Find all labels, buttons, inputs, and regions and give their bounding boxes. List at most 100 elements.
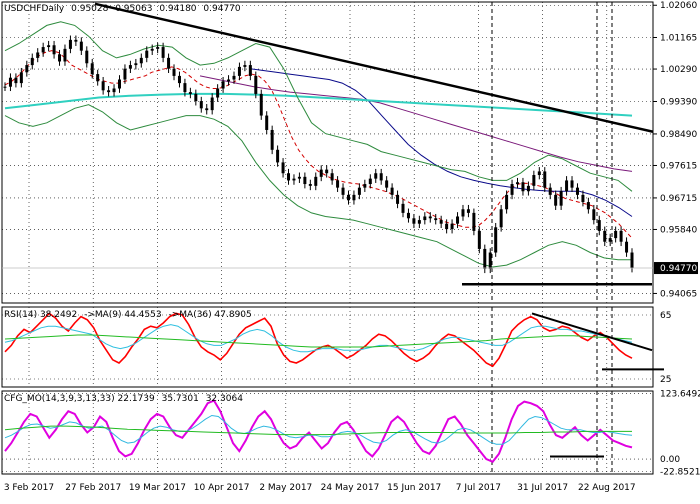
candle-body — [434, 218, 438, 221]
candle-body — [101, 81, 105, 91]
series-ma_long1 — [249, 68, 633, 217]
candle-body — [466, 209, 470, 213]
candle-body — [47, 45, 51, 48]
y-tick-label: 0.98490 — [660, 130, 697, 140]
candle-body — [205, 108, 209, 111]
candle-body — [243, 65, 247, 67]
candle-body — [352, 194, 356, 201]
candle-body — [325, 169, 329, 174]
candle-body — [117, 79, 121, 89]
candle-body — [461, 209, 465, 217]
candle-body — [128, 65, 132, 69]
candle-body — [565, 180, 569, 192]
candle-body — [194, 93, 198, 102]
last-price-box — [654, 262, 698, 275]
price-header: USDCHFDaily 0.95028 0.95063 0.94180 0.94… — [4, 4, 245, 15]
candle-body — [276, 149, 280, 163]
candle-body — [516, 182, 520, 185]
candle-body — [156, 47, 160, 49]
candle-body — [406, 212, 410, 219]
x-tick-label: 7 Jul 2017 — [456, 483, 501, 493]
candle-body — [107, 90, 111, 93]
candle-body — [570, 180, 574, 188]
rsi-y-tick-label: 65 — [660, 311, 671, 321]
candle-body — [308, 184, 312, 186]
y-tick-label: 1.00290 — [660, 65, 697, 75]
candle-body — [374, 173, 378, 179]
x-tick-label: 15 Jun 2017 — [387, 483, 441, 493]
candle-body — [379, 173, 383, 181]
cfg-y-tick-label: 0.00 — [660, 455, 680, 465]
candle-body — [445, 223, 449, 230]
candle-body — [439, 220, 443, 224]
candle-body — [483, 248, 487, 269]
candle-body — [341, 187, 345, 195]
price-close: 0.94770 — [203, 4, 241, 14]
candle-body — [177, 75, 181, 84]
candle-body — [287, 173, 291, 181]
x-tick-label: 31 Jul 2017 — [517, 483, 568, 493]
last-price-label: 0.94770 — [660, 264, 697, 274]
candle-body — [139, 57, 143, 64]
candle-body — [210, 97, 214, 111]
cfg-signal-fast-value: 35.7301 — [161, 394, 199, 404]
candle-body — [363, 184, 367, 188]
y-tick-label: 0.99390 — [660, 97, 697, 107]
candle-body — [603, 230, 607, 242]
candle-body — [625, 241, 629, 253]
candle-body — [592, 209, 596, 221]
candle-body — [25, 65, 29, 73]
candle-body — [357, 187, 361, 195]
candle-body — [161, 47, 165, 58]
candle-body — [499, 209, 503, 228]
rsi-ma-fast-value: ->MA(9) 44.4553 — [84, 310, 162, 320]
candle-body — [619, 230, 623, 242]
candle-body — [303, 176, 307, 185]
candle-body — [134, 63, 138, 66]
series-cfg_signal_fast — [4, 414, 633, 445]
candle-body — [450, 223, 454, 230]
series-rsi_ma_slow — [4, 334, 633, 348]
candle-body — [477, 230, 481, 249]
candle-body — [297, 176, 301, 179]
candle-body — [14, 77, 18, 84]
rsi-value: RSI(14) 38.2492 — [4, 310, 78, 320]
series-ma_long2 — [199, 75, 633, 172]
candle-body — [63, 48, 67, 62]
candle-body — [521, 182, 525, 192]
rsi-ma-slow-value: ->MA(36) 47.8905 — [168, 310, 252, 320]
candle-body — [183, 83, 187, 93]
candle-body — [237, 66, 241, 76]
candle-body — [281, 162, 285, 174]
x-tick-label: 3 Feb 2017 — [4, 483, 54, 493]
candle-body — [68, 39, 72, 49]
price-high: 0.95063 — [115, 4, 153, 14]
candle-body — [79, 41, 83, 51]
candle-body — [559, 191, 563, 206]
cfg-header: CFG_MO(14,3,9,3,13,33) 22.1739 35.7301 3… — [4, 394, 247, 405]
candle-body — [581, 194, 585, 203]
candle-body — [172, 68, 176, 76]
x-tick-label: 22 Aug 2017 — [578, 483, 636, 493]
candle-body — [368, 178, 372, 185]
candle-body — [8, 77, 12, 87]
cfg-y-tick-label: 123.6492 — [660, 389, 700, 399]
candle-body — [330, 173, 334, 181]
candle-body — [401, 203, 405, 213]
candle-body — [505, 194, 509, 210]
series-cfg_signal_slow — [4, 425, 632, 436]
candle-body — [554, 194, 558, 206]
series-band_upper — [4, 21, 633, 192]
candle-body — [630, 252, 634, 269]
candle-body — [216, 88, 220, 98]
candle-body — [41, 47, 45, 53]
candle-body — [472, 212, 476, 231]
candle-body — [199, 101, 203, 109]
series-band_lower — [4, 104, 632, 268]
candle-body — [254, 75, 258, 94]
candle-body — [385, 180, 389, 188]
candle-body — [265, 115, 269, 130]
cfg-signal-slow-value: 32.3064 — [205, 394, 243, 404]
candle-body — [58, 54, 62, 62]
